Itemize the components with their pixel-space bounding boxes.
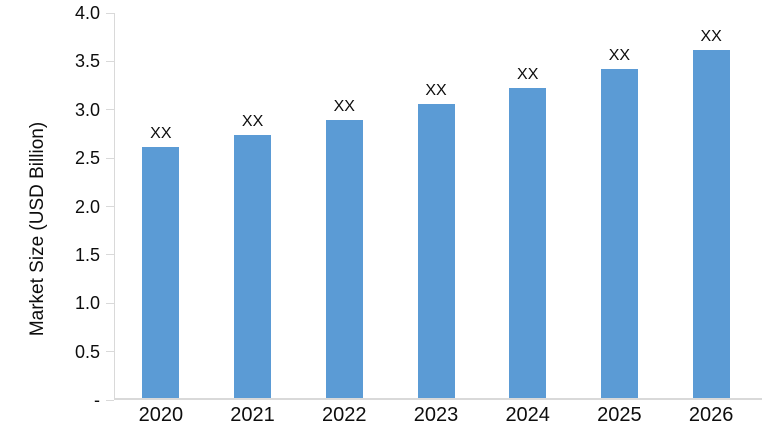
x-tick-label: 2025 xyxy=(597,404,642,426)
plot-area: XX XX XX XX XX XX XX xyxy=(115,13,757,400)
y-tick-label: 1.5 xyxy=(74,244,100,265)
bar-value-label: XX xyxy=(333,98,355,116)
y-tick-mark xyxy=(106,351,114,353)
y-tick-mark xyxy=(106,12,114,14)
bar-value-label: XX xyxy=(150,125,172,143)
bar xyxy=(142,147,180,400)
y-tick-label: 2.0 xyxy=(74,196,100,217)
bar xyxy=(600,69,638,400)
x-axis-line xyxy=(114,398,762,400)
bar-value-label: XX xyxy=(517,66,539,84)
x-tick-label: 2022 xyxy=(322,404,367,426)
bar-value-label: XX xyxy=(241,112,264,130)
y-tick-mark xyxy=(106,206,114,207)
x-tick-label: 2023 xyxy=(413,404,459,426)
x-tick-label: 2020 xyxy=(138,404,184,426)
x-tick-label: 2021 xyxy=(230,404,275,426)
y-tick-mark xyxy=(106,109,114,111)
y-axis-title: Market Size (USD Billion) xyxy=(27,121,48,337)
y-tick-label: 4.0 xyxy=(74,3,100,23)
bar-value-label: XX xyxy=(700,27,722,45)
y-tick-label: 1.0 xyxy=(74,293,100,314)
bar xyxy=(692,49,730,400)
y-tick-label: - xyxy=(94,390,100,410)
bar-value-label: XX xyxy=(425,81,447,99)
x-tick-label: 2026 xyxy=(688,404,734,426)
y-tick-mark xyxy=(106,399,114,401)
y-tick-label: 3.5 xyxy=(74,51,100,72)
y-tick-mark xyxy=(106,157,114,159)
y-tick-label: 3.0 xyxy=(74,99,100,120)
bar xyxy=(417,103,455,400)
y-tick-mark xyxy=(106,60,114,62)
y-axis-line xyxy=(114,13,115,400)
bar-value-label: XX xyxy=(608,47,631,65)
bar xyxy=(509,88,547,400)
x-tick-label: 2024 xyxy=(505,404,550,426)
bar xyxy=(234,134,272,400)
y-tick-label: 2.5 xyxy=(74,148,100,169)
y-tick-mark xyxy=(106,254,114,256)
y-tick-label: 0.5 xyxy=(74,341,100,362)
bar xyxy=(325,120,363,400)
y-tick-mark xyxy=(106,302,114,304)
